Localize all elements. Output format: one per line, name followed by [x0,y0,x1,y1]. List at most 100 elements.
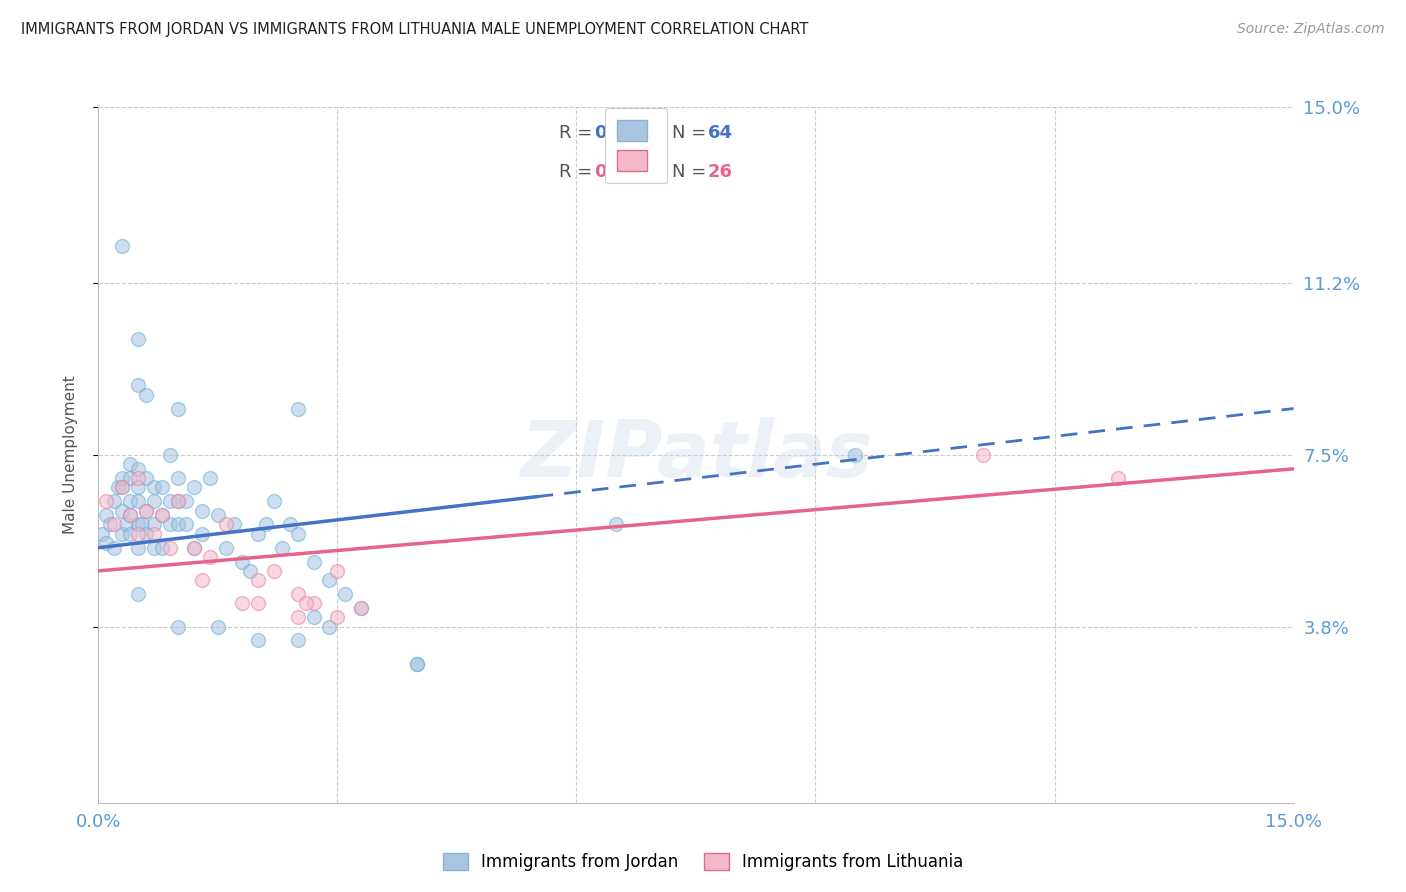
Point [406,657,429,671]
Point [143,541,166,555]
Point [287,610,309,624]
Point [150,508,173,523]
Text: 0.151: 0.151 [595,124,651,143]
Point [174,494,197,508]
Point [135,503,157,517]
Text: N =: N = [672,162,706,181]
Point [287,633,309,648]
Point [159,517,181,532]
Text: 0.199: 0.199 [595,162,651,181]
Point [131,517,153,532]
Legend: Immigrants from Jordan, Immigrants from Lithuania: Immigrants from Jordan, Immigrants from … [434,845,972,880]
Point [215,541,238,555]
Point [120,457,142,471]
Point [335,587,357,601]
Point [103,517,125,532]
Point [246,573,269,587]
Point [111,471,134,485]
Point [159,541,181,555]
Point [143,480,166,494]
Point [246,633,269,648]
Point [294,596,316,610]
Point [127,541,149,555]
Point [120,494,142,508]
Point [1107,471,1129,485]
Point [183,480,205,494]
Point [207,619,229,633]
Point [91,526,114,541]
Point [150,541,173,555]
Point [318,573,340,587]
Point [191,503,214,517]
Point [167,517,190,532]
Point [135,526,157,541]
Text: 64: 64 [709,124,733,143]
Point [127,480,149,494]
Point [406,657,429,671]
Point [302,610,325,624]
Point [111,480,134,494]
Point [326,610,349,624]
Point [231,596,253,610]
Point [318,619,340,633]
Text: N =: N = [672,124,706,143]
Point [159,494,181,508]
Point [278,517,301,532]
Point [270,541,292,555]
Point [111,239,134,253]
Point [350,601,373,615]
Point [143,494,166,508]
Point [120,508,142,523]
Point [135,471,157,485]
Point [135,503,157,517]
Text: R =: R = [558,124,592,143]
Point [198,471,221,485]
Point [111,480,134,494]
Point [115,517,138,532]
Point [287,587,309,601]
Point [127,462,149,476]
Point [103,541,125,555]
Point [350,601,373,615]
Point [135,387,157,401]
Point [174,517,197,532]
Point [159,448,181,462]
Point [263,564,285,578]
Point [972,448,994,462]
Point [150,480,173,494]
Point [127,471,149,485]
Point [143,517,166,532]
Point [263,494,285,508]
Point [127,526,149,541]
Point [254,517,277,532]
Point [143,526,166,541]
Point [127,517,149,532]
Point [127,378,149,392]
Point [96,536,118,550]
Point [287,526,309,541]
Point [191,573,214,587]
Point [231,555,253,569]
Legend: , : , [606,109,666,183]
Text: R =: R = [558,162,592,181]
Text: Source: ZipAtlas.com: Source: ZipAtlas.com [1237,22,1385,37]
Point [207,508,229,523]
Point [287,401,309,416]
Point [191,526,214,541]
Point [246,526,269,541]
Point [198,549,221,564]
Point [150,508,173,523]
Point [96,494,118,508]
Point [605,517,627,532]
Point [107,480,129,494]
Point [120,471,142,485]
Point [167,494,190,508]
Point [111,503,134,517]
Point [167,494,190,508]
Text: 26: 26 [709,162,733,181]
Point [246,596,269,610]
Point [120,526,142,541]
Text: ZIPatlas: ZIPatlas [520,417,872,493]
Point [96,508,118,523]
Y-axis label: Male Unemployment: Male Unemployment [63,376,77,534]
